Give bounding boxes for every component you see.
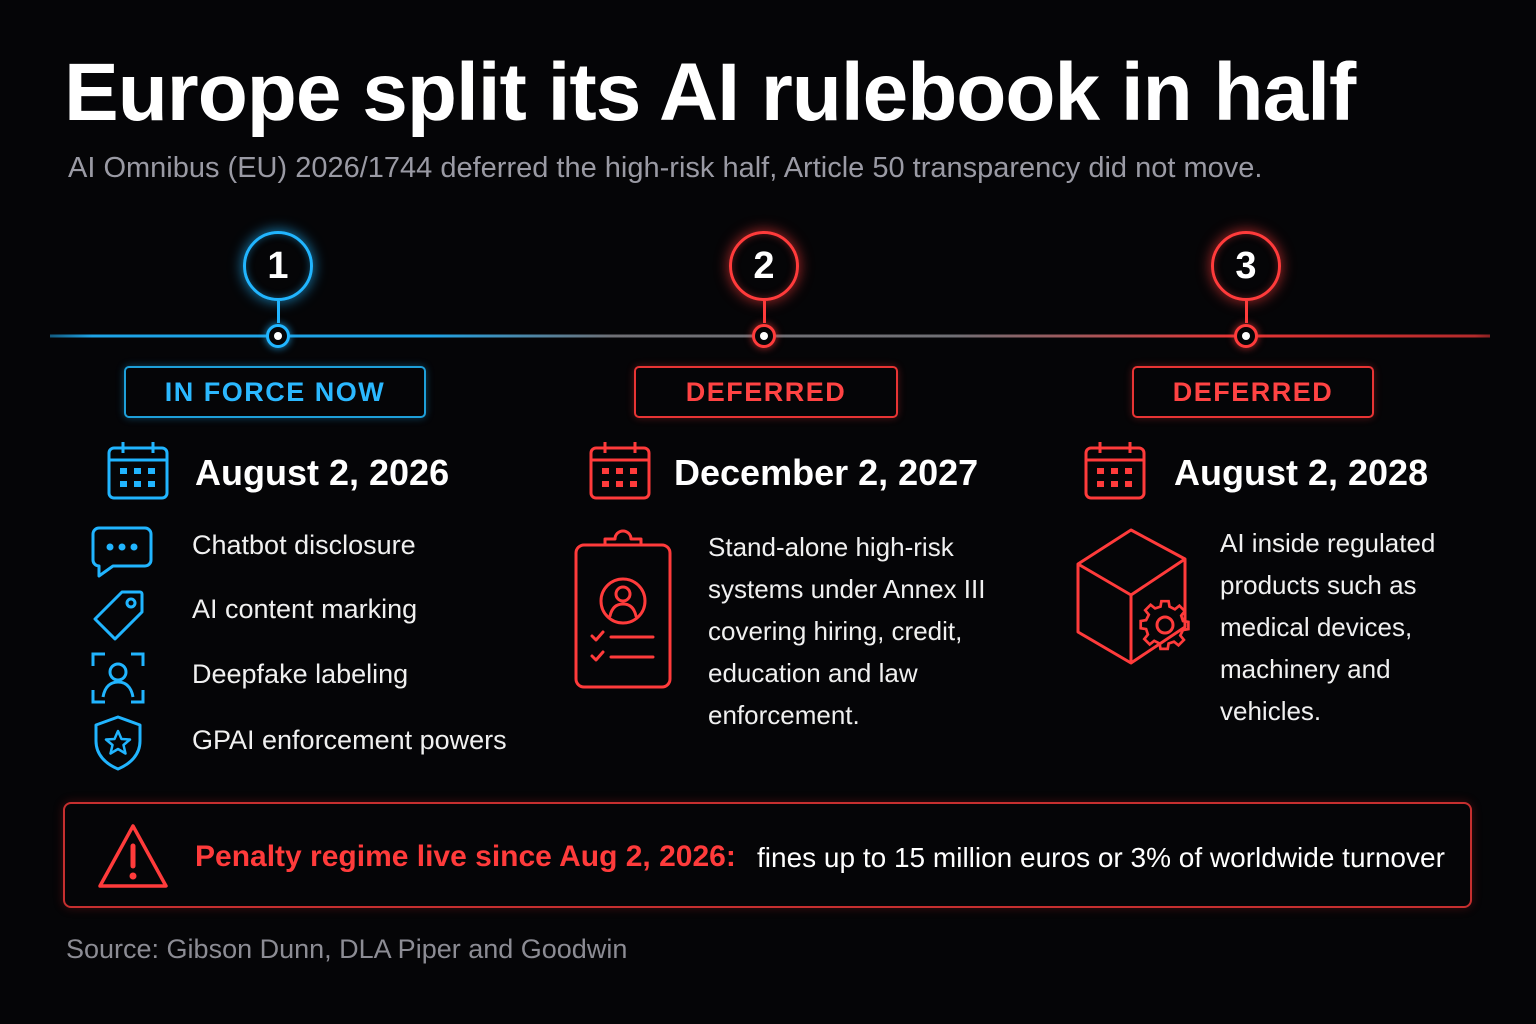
page-title: Europe split its AI rulebook in half <box>64 47 1356 138</box>
description-line: AI inside regulated <box>1220 528 1436 558</box>
step-2-connector <box>763 301 766 323</box>
description-line: vehicles. <box>1220 696 1322 726</box>
face-scan-icon <box>91 652 145 704</box>
step-3-circle: 3 <box>1211 231 1281 301</box>
calendar-icon <box>589 442 651 500</box>
step-3-connector <box>1245 301 1248 323</box>
description-line: Stand-alone high-risk <box>708 532 954 562</box>
description-line: systems under Annex III <box>708 574 986 604</box>
status-badge-deferred-2027: DEFERRED <box>634 366 898 418</box>
warning-icon <box>98 824 168 888</box>
chat-bubble-icon <box>91 526 153 578</box>
deferred-2027-description: Stand-alone high-risk systems under Anne… <box>708 526 985 736</box>
deferred-2028-description: AI inside regulated products such as med… <box>1220 522 1435 732</box>
item-ai-content-marking: AI content marking <box>192 594 418 624</box>
step-2-node <box>752 324 776 348</box>
step-3-node <box>1234 324 1258 348</box>
description-line: enforcement. <box>708 700 860 730</box>
step-1-node <box>266 324 290 348</box>
description-line: education and law <box>708 658 918 688</box>
status-badge-in-force: IN FORCE NOW <box>124 366 426 418</box>
penalty-banner: Penalty regime live since Aug 2, 2026: f… <box>63 802 1472 908</box>
timeline: 1 2 3 <box>0 220 1536 370</box>
description-line: medical devices, <box>1220 612 1413 642</box>
item-chatbot-disclosure: Chatbot disclosure <box>192 530 416 560</box>
calendar-icon <box>1084 442 1146 500</box>
date-august-2026: August 2, 2026 <box>195 452 450 493</box>
box-gear-icon <box>1076 528 1190 665</box>
source-note: Source: Gibson Dunn, DLA Piper and Goodw… <box>66 934 628 964</box>
description-line: covering hiring, credit, <box>708 616 963 646</box>
date-august-2028: August 2, 2028 <box>1174 452 1429 493</box>
item-gpai-enforcement: GPAI enforcement powers <box>192 725 507 755</box>
description-line: machinery and <box>1220 654 1391 684</box>
date-december-2027: December 2, 2027 <box>674 452 979 493</box>
step-1-circle: 1 <box>243 231 313 301</box>
calendar-icon <box>107 442 169 500</box>
clipboard-person-icon <box>574 529 672 689</box>
step-1-connector <box>277 301 280 323</box>
description-line: products such as <box>1220 570 1417 600</box>
tag-icon <box>93 590 144 641</box>
item-deepfake-labeling: Deepfake labeling <box>192 659 409 689</box>
status-badge-deferred-2028: DEFERRED <box>1132 366 1374 418</box>
shield-star-icon <box>94 715 142 771</box>
penalty-detail: fines up to 15 million euros or 3% of wo… <box>757 842 1445 873</box>
step-2-circle: 2 <box>729 231 799 301</box>
penalty-lead: Penalty regime live since Aug 2, 2026: <box>195 840 736 873</box>
page-subtitle: AI Omnibus (EU) 2026/1744 deferred the h… <box>68 152 1263 184</box>
